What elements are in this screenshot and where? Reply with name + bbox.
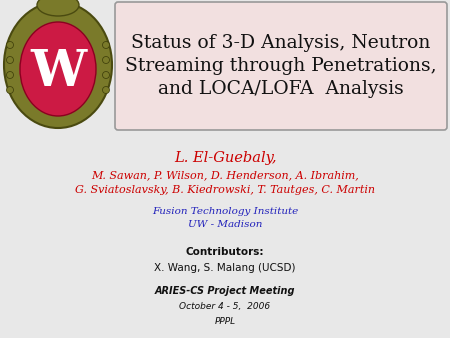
Text: October 4 - 5,  2006: October 4 - 5, 2006	[180, 303, 270, 312]
Text: X. Wang, S. Malang (UCSD): X. Wang, S. Malang (UCSD)	[154, 263, 296, 273]
Text: ARIES-CS Project Meeting: ARIES-CS Project Meeting	[155, 286, 295, 296]
Ellipse shape	[103, 87, 109, 94]
Ellipse shape	[103, 72, 109, 78]
Text: L. El-Guebaly,: L. El-Guebaly,	[174, 151, 276, 165]
Text: W: W	[30, 48, 86, 97]
Ellipse shape	[20, 22, 96, 116]
Ellipse shape	[6, 87, 14, 94]
Ellipse shape	[37, 0, 79, 16]
Text: Fusion Technology Institute
UW - Madison: Fusion Technology Institute UW - Madison	[152, 207, 298, 229]
Ellipse shape	[6, 56, 14, 64]
Ellipse shape	[4, 2, 112, 128]
Ellipse shape	[103, 56, 109, 64]
Ellipse shape	[103, 42, 109, 48]
FancyBboxPatch shape	[115, 2, 447, 130]
Text: Contributors:: Contributors:	[186, 247, 264, 257]
Ellipse shape	[6, 42, 14, 48]
Ellipse shape	[6, 72, 14, 78]
Text: M. Sawan, P. Wilson, D. Henderson, A. Ibrahim,
G. Sviatoslavsky, B. Kiedrowski, : M. Sawan, P. Wilson, D. Henderson, A. Ib…	[75, 171, 375, 195]
Text: PPPL: PPPL	[215, 316, 235, 325]
Text: Status of 3-D Analysis, Neutron
Streaming through Penetrations,
and LOCA/LOFA  A: Status of 3-D Analysis, Neutron Streamin…	[125, 34, 437, 98]
